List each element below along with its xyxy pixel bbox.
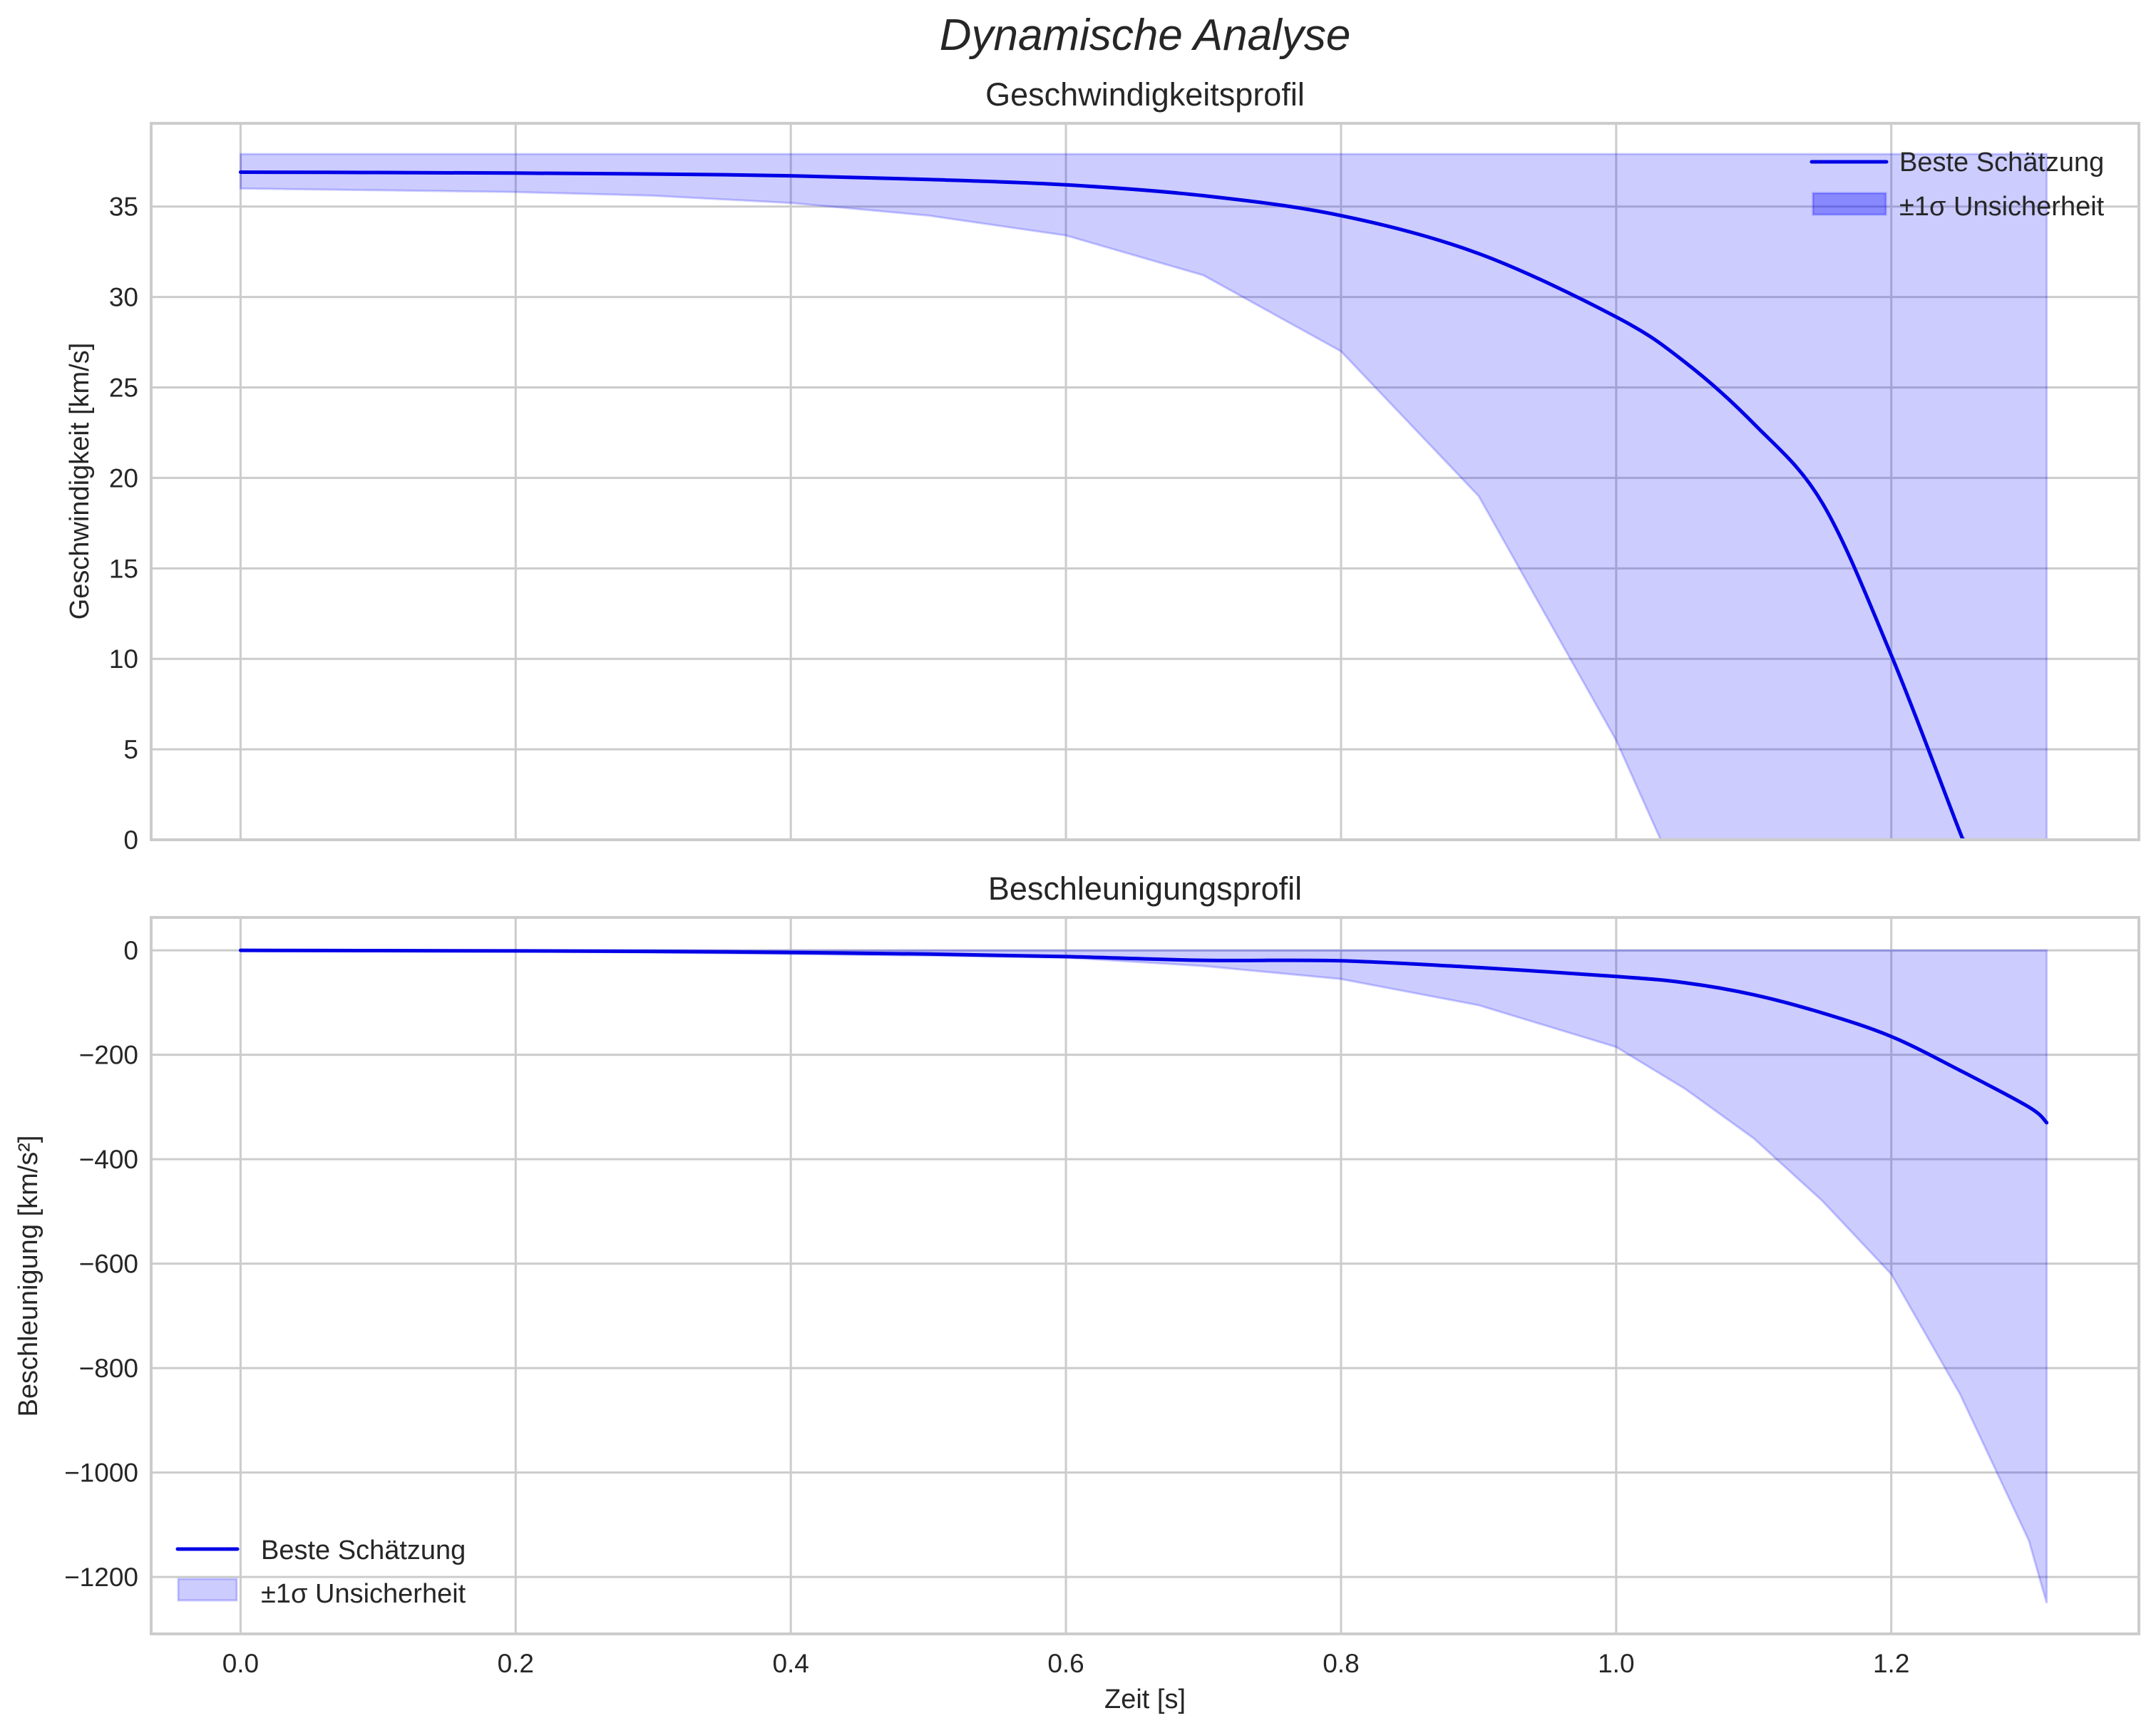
y-tick-label: −200 [79, 1041, 138, 1070]
y-tick-label: 10 [109, 644, 138, 674]
acceleration-panel: Beschleunigungsprofil 0 −200 −400 −600 −800 −… [14, 870, 2140, 1714]
x-tick-label: 1.2 [1873, 1649, 1909, 1678]
x-tick-label: 0.2 [498, 1649, 534, 1678]
legend-band-swatch [1812, 192, 1887, 216]
uncertainty-band [239, 153, 2048, 840]
y-tick-label: 30 [109, 283, 138, 312]
legend-label-best-estimate: Beste Schätzung [1899, 148, 2104, 178]
legend-label-uncertainty: ±1σ Unsicherheit [1899, 192, 2105, 222]
x-tick-labels: 0.0 0.2 0.4 0.6 0.8 1.0 1.2 [222, 1649, 1910, 1678]
y-tick-label: 35 [109, 192, 138, 222]
velocity-panel: Geschwindigkeitsprofil 0 5 10 15 20 25 30 35 Ge… [65, 76, 2140, 855]
velocity-y-axis-label: Geschwindigkeit [km/s] [65, 343, 95, 620]
y-tick-label: −1000 [64, 1459, 138, 1488]
velocity-legend: Beste Schätzung ±1σ Unsicherheit [1809, 148, 2105, 222]
y-tick-label: 20 [109, 463, 138, 493]
y-tick-label: −1200 [64, 1563, 138, 1592]
velocity-y-tick-labels: 0 5 10 15 20 25 30 35 [109, 192, 138, 855]
x-axis-label: Zeit [s] [1104, 1685, 1186, 1714]
acceleration-legend: Beste Schätzung ±1σ Unsicherheit [175, 1536, 466, 1609]
acceleration-y-axis-label: Beschleunigung [km/s²] [14, 1136, 43, 1417]
y-tick-label: −400 [79, 1145, 138, 1174]
velocity-axes-frame [150, 122, 2140, 841]
velocity-plot-area [238, 153, 2048, 840]
legend-label-uncertainty: ±1σ Unsicherheit [261, 1579, 466, 1609]
acceleration-axes-frame [150, 916, 2140, 1635]
velocity-panel-title: Geschwindigkeitsprofil [985, 76, 1305, 113]
x-tick-label: 0.6 [1047, 1649, 1084, 1678]
y-tick-label: 25 [109, 374, 138, 403]
y-tick-label: 0 [123, 936, 138, 965]
y-tick-label: 15 [109, 554, 138, 583]
acceleration-plot-area [238, 948, 2049, 1604]
best-estimate-line [238, 170, 1966, 840]
y-tick-label: 5 [123, 735, 138, 764]
acceleration-panel-title: Beschleunigungsprofil [988, 870, 1302, 907]
legend-label-best-estimate: Beste Schätzung [261, 1536, 466, 1565]
acceleration-y-tick-labels: 0 −200 −400 −600 −800 −1000 −1200 [64, 936, 138, 1592]
best-estimate-line [238, 948, 2049, 1125]
x-tick-label: 0.0 [222, 1649, 259, 1678]
x-tick-label: 1.0 [1598, 1649, 1634, 1678]
y-tick-label: 0 [123, 826, 138, 855]
x-tick-label: 0.8 [1323, 1649, 1359, 1678]
legend-band-swatch [177, 1578, 238, 1602]
y-tick-label: −800 [79, 1354, 138, 1383]
y-tick-label: −600 [79, 1250, 138, 1279]
x-tick-label: 0.4 [772, 1649, 808, 1678]
figure-title: Dynamische Analyse [940, 11, 1351, 60]
